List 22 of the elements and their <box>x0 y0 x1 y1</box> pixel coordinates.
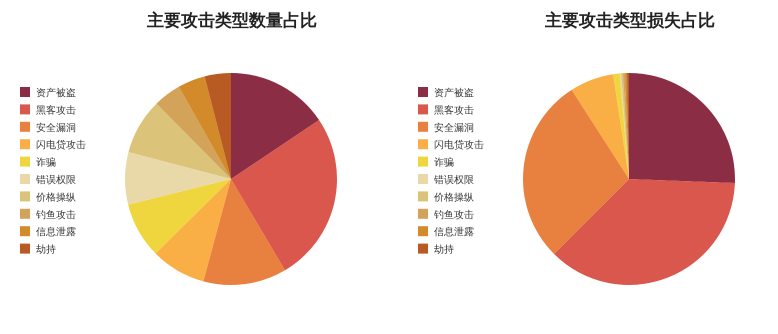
legend-label: 劫持 <box>434 244 454 256</box>
legend-label: 诈骗 <box>434 156 454 169</box>
legend-label: 错误权限 <box>433 174 474 186</box>
legend-label: 错误权限 <box>35 174 76 186</box>
legend-label: 价格操纵 <box>433 191 474 204</box>
legend-label: 钓鱼攻击 <box>433 208 474 221</box>
legend-label: 资产被盗 <box>434 87 474 99</box>
legend-label: 闪电贷攻击 <box>434 139 484 152</box>
legend-label: 安全漏洞 <box>434 122 474 134</box>
legend-label: 资产被盗 <box>36 87 76 99</box>
legend-label: 价格操纵 <box>35 191 76 204</box>
legend-label: 黑客攻击 <box>434 104 474 116</box>
legend-label: 闪电贷攻击 <box>36 139 86 152</box>
chart-title: 主要攻击类型损失占比 <box>544 11 715 31</box>
legend-label: 信息泄露 <box>434 226 474 238</box>
chart-title: 主要攻击类型数量占比 <box>146 11 317 31</box>
legend-label: 钓鱼攻击 <box>35 208 76 221</box>
legend-label: 诈骗 <box>36 156 56 169</box>
legend-label: 劫持 <box>36 244 56 256</box>
legend-label: 信息泄露 <box>36 226 76 238</box>
legend-label: 安全漏洞 <box>36 122 76 134</box>
legend-label: 黑客攻击 <box>36 104 76 116</box>
